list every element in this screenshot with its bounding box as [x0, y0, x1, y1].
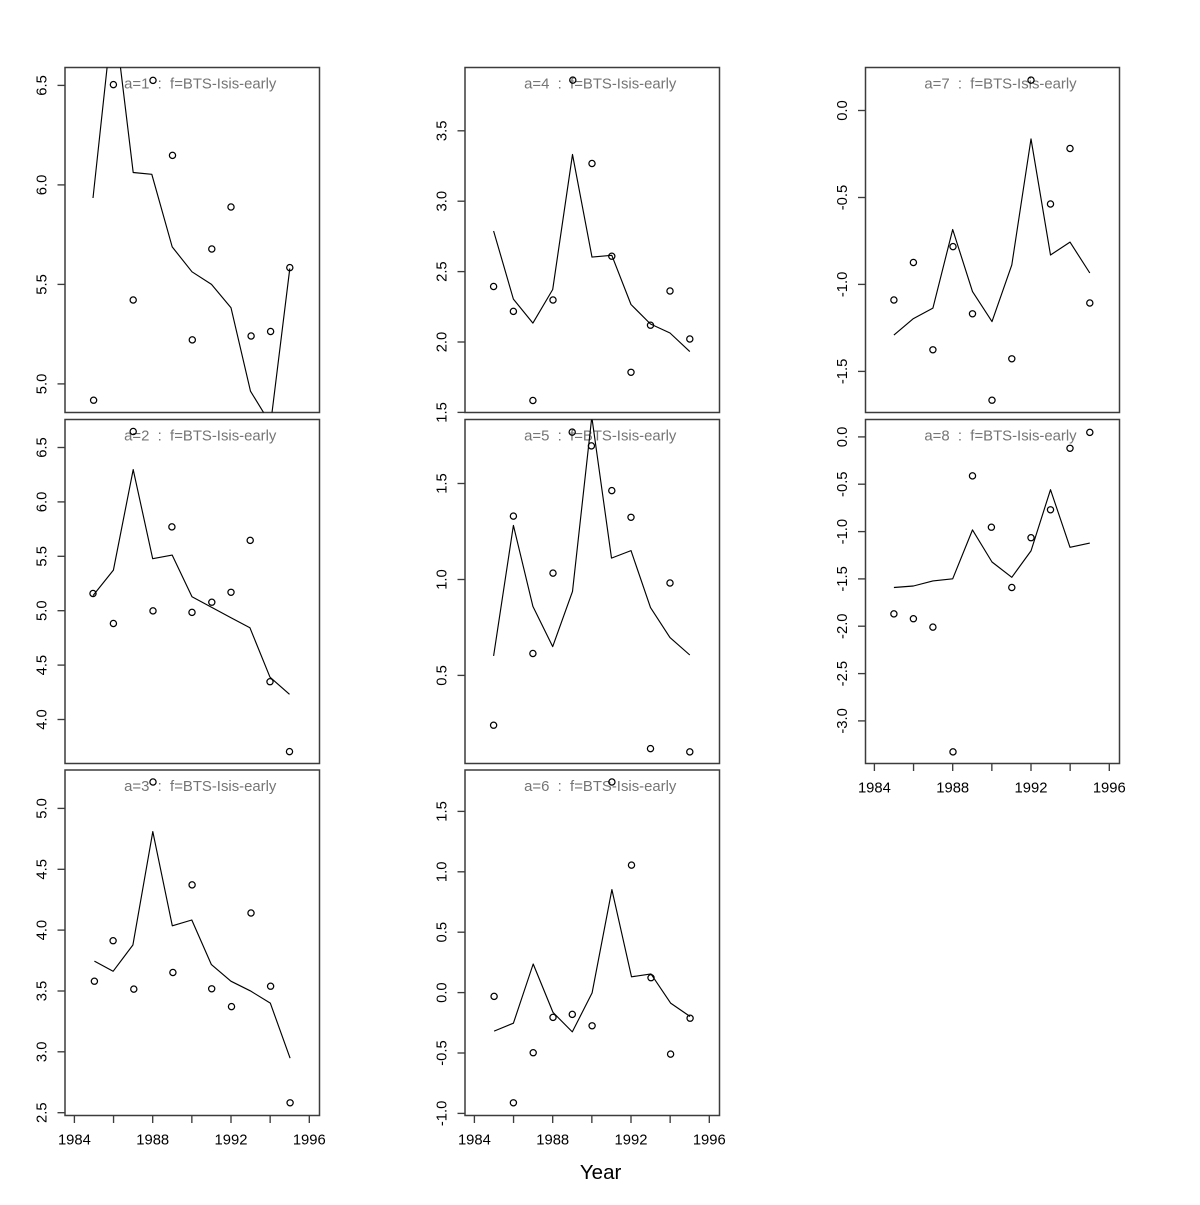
svg-text:4.5: 4.5 — [35, 859, 51, 880]
svg-text:-1.0: -1.0 — [835, 519, 851, 545]
svg-text:5.0: 5.0 — [35, 374, 51, 395]
svg-text:-2.0: -2.0 — [835, 613, 851, 639]
svg-text:2.5: 2.5 — [435, 261, 451, 282]
svg-text:a=5 : f=BTS-Isis-early: a=5 : f=BTS-Isis-early — [524, 429, 677, 445]
svg-text:1988: 1988 — [136, 1133, 169, 1149]
svg-text:1988: 1988 — [536, 1133, 569, 1149]
svg-text:-3.0: -3.0 — [835, 708, 851, 734]
svg-text:1992: 1992 — [215, 1133, 248, 1149]
svg-text:1992: 1992 — [615, 1133, 648, 1149]
svg-text:4.0: 4.0 — [35, 709, 51, 730]
svg-text:-1.5: -1.5 — [835, 359, 851, 385]
svg-text:0.0: 0.0 — [835, 100, 851, 121]
svg-text:5.0: 5.0 — [35, 600, 51, 621]
svg-text:0.5: 0.5 — [435, 665, 451, 686]
svg-text:a=4 : f=BTS-Isis-early: a=4 : f=BTS-Isis-early — [524, 77, 677, 93]
svg-text:3.5: 3.5 — [35, 981, 51, 1002]
svg-text:-0.5: -0.5 — [435, 1040, 451, 1066]
svg-text:5.5: 5.5 — [35, 546, 51, 567]
svg-text:a=1 : f=BTS-Isis-early: a=1 : f=BTS-Isis-early — [124, 77, 277, 93]
svg-text:a=7 : f=BTS-Isis-early: a=7 : f=BTS-Isis-early — [924, 77, 1077, 93]
svg-text:3.0: 3.0 — [35, 1042, 51, 1063]
svg-text:1996: 1996 — [1093, 781, 1126, 797]
svg-text:2.5: 2.5 — [35, 1102, 51, 1123]
svg-text:1992: 1992 — [1015, 781, 1048, 797]
svg-text:a=8 : f=BTS-Isis-early: a=8 : f=BTS-Isis-early — [924, 429, 1077, 445]
svg-text:3.5: 3.5 — [435, 121, 451, 142]
svg-text:4.5: 4.5 — [35, 655, 51, 676]
svg-text:1996: 1996 — [693, 1133, 726, 1149]
svg-text:1984: 1984 — [458, 1133, 491, 1149]
svg-text:1984: 1984 — [858, 781, 891, 797]
svg-text:4.0: 4.0 — [35, 920, 51, 941]
svg-text:a=2 : f=BTS-Isis-early: a=2 : f=BTS-Isis-early — [124, 429, 277, 445]
svg-text:0.0: 0.0 — [435, 982, 451, 1003]
svg-text:-1.5: -1.5 — [835, 566, 851, 592]
svg-text:3.0: 3.0 — [435, 191, 451, 212]
svg-text:1.5: 1.5 — [435, 473, 451, 494]
svg-text:Year: Year — [580, 1161, 622, 1184]
svg-text:1.5: 1.5 — [435, 801, 451, 822]
svg-text:-1.0: -1.0 — [835, 272, 851, 298]
svg-text:1.5: 1.5 — [435, 402, 451, 423]
svg-text:6.0: 6.0 — [35, 175, 51, 196]
svg-text:1.0: 1.0 — [435, 862, 451, 883]
svg-text:6.5: 6.5 — [35, 437, 51, 458]
svg-text:1988: 1988 — [936, 781, 969, 797]
svg-text:6.5: 6.5 — [35, 75, 51, 96]
svg-text:6.0: 6.0 — [35, 492, 51, 513]
svg-text:-0.5: -0.5 — [835, 471, 851, 497]
svg-text:0.5: 0.5 — [435, 922, 451, 943]
svg-text:a=6 : f=BTS-Isis-early: a=6 : f=BTS-Isis-early — [524, 779, 677, 795]
svg-text:5.0: 5.0 — [35, 798, 51, 819]
svg-text:-0.5: -0.5 — [835, 185, 851, 211]
svg-text:-1.0: -1.0 — [435, 1101, 451, 1127]
svg-text:1996: 1996 — [293, 1133, 326, 1149]
svg-text:5.5: 5.5 — [35, 274, 51, 295]
svg-text:1.0: 1.0 — [435, 569, 451, 590]
svg-text:2.0: 2.0 — [435, 332, 451, 353]
svg-text:-2.5: -2.5 — [835, 661, 851, 687]
svg-text:a=3 : f=BTS-Isis-early: a=3 : f=BTS-Isis-early — [124, 779, 277, 795]
svg-text:1984: 1984 — [58, 1133, 91, 1149]
svg-text:0.0: 0.0 — [835, 427, 851, 448]
